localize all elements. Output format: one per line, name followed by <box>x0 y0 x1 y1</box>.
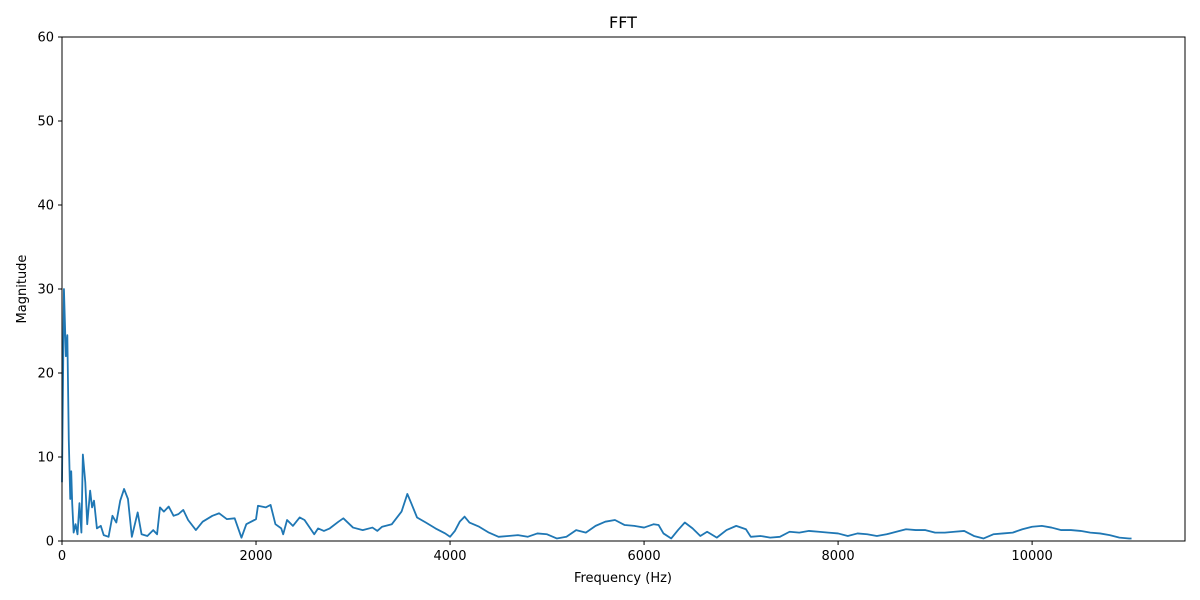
x-tick-label: 10000 <box>1011 549 1052 564</box>
plot-frame <box>61 36 1186 542</box>
y-axis-label: Magnitude <box>15 255 30 324</box>
x-tick-label: 4000 <box>433 549 466 564</box>
y-tick-label: 40 <box>37 199 54 214</box>
y-tick-label: 60 <box>37 31 54 46</box>
x-axis-label: Frequency (Hz) <box>574 571 672 586</box>
y-tick-label: 20 <box>37 367 54 382</box>
x-tick-label: 6000 <box>628 549 661 564</box>
y-tick-label: 50 <box>37 115 54 130</box>
x-tick-label: 0 <box>58 549 66 564</box>
y-tick-label: 30 <box>37 283 54 298</box>
x-tick-label: 8000 <box>822 549 855 564</box>
y-tick-label: 10 <box>37 451 54 466</box>
y-tick-label: 0 <box>46 535 54 550</box>
x-tick-label: 2000 <box>239 549 272 564</box>
line-series <box>61 288 1132 540</box>
chart-title: FFT <box>609 13 637 32</box>
